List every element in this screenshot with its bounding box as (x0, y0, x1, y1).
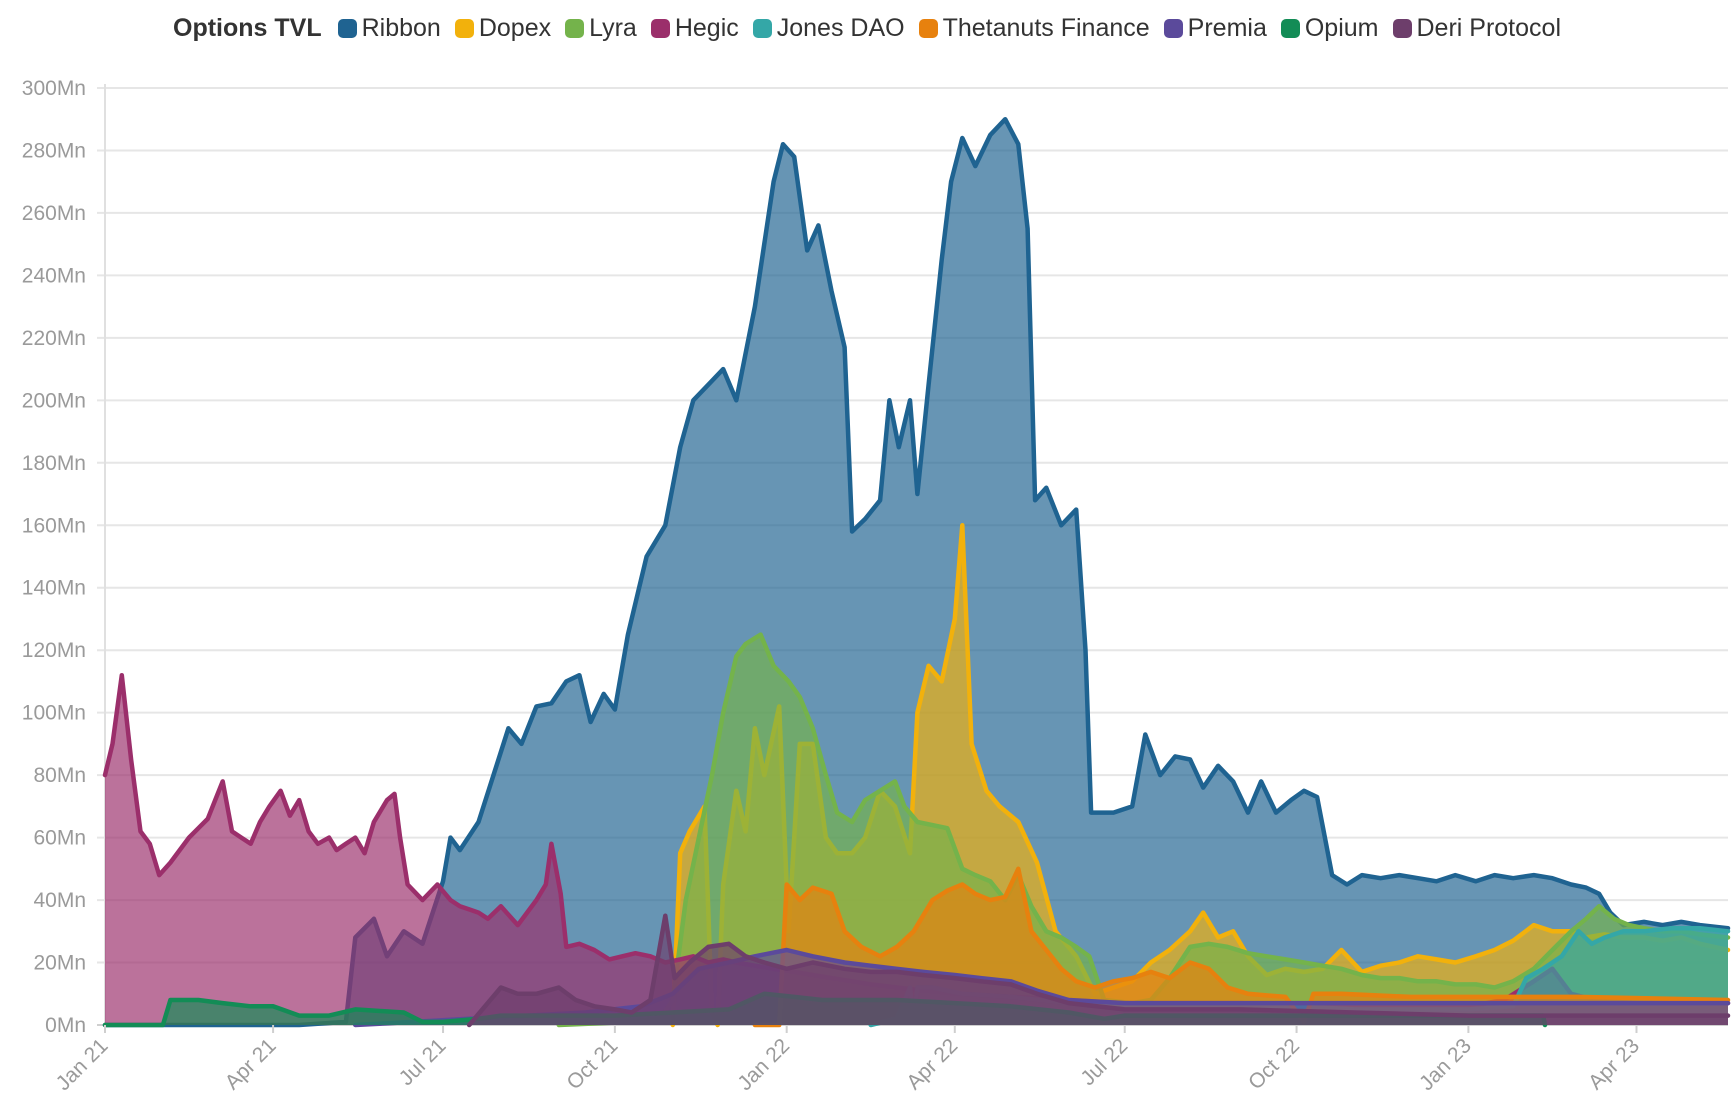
y-tick-label: 300Mn (22, 77, 86, 100)
y-tick-label: 160Mn (22, 514, 86, 537)
y-tick-label: 60Mn (33, 827, 86, 850)
series-area (105, 119, 1728, 1025)
x-tick-label: Apr 23 (1584, 1034, 1644, 1094)
legend-swatch (1163, 18, 1183, 38)
x-tick-label: Jul 21 (395, 1034, 451, 1090)
legend-item[interactable]: Dopex (454, 13, 552, 43)
y-tick-label: 200Mn (22, 389, 86, 412)
legend-swatch (918, 18, 938, 38)
legend-item[interactable]: Ribbon (337, 13, 441, 43)
series-area (558, 634, 1728, 1025)
y-tick-label: 80Mn (33, 764, 86, 787)
y-tick-label: 140Mn (22, 577, 86, 600)
series-area (105, 675, 1728, 1025)
x-tick-label: Apr 21 (221, 1034, 281, 1094)
legend-label: Ribbon (361, 13, 441, 42)
legend-label: Thetanuts Finance (942, 13, 1150, 42)
y-tick-label: 120Mn (22, 639, 86, 662)
y-tick-label: 180Mn (22, 452, 86, 475)
y-tick-label: 100Mn (22, 702, 86, 725)
x-tick-label: Oct 21 (562, 1034, 622, 1094)
legend-swatch (1392, 18, 1412, 38)
series-area (469, 915, 1729, 1025)
legend-label: Premia (1187, 13, 1267, 42)
x-tick-label: Jul 22 (1076, 1034, 1132, 1090)
legend-item[interactable]: Lyra (565, 14, 637, 43)
legend-swatch (337, 18, 357, 38)
series-line (102, 116, 1731, 1028)
y-tick-label: 280Mn (22, 139, 86, 162)
legend-swatch (565, 18, 585, 38)
y-tick-label: 40Mn (33, 889, 86, 912)
y-tick-label: 0Mn (45, 1014, 86, 1037)
legend-swatch (1280, 18, 1300, 38)
series-lyra (556, 632, 1731, 1028)
legend-label: Jones DAO (776, 13, 905, 42)
legend-items: Ribbon Dopex Lyra Hegic Jones DAO Thetanuts F… (337, 13, 1562, 43)
legend-item[interactable]: Opium (1280, 13, 1379, 43)
legend-title: Options TVL (173, 13, 322, 42)
y-tick-label: 220Mn (22, 327, 86, 350)
y-tick-label: 260Mn (22, 202, 86, 225)
legend-swatch (454, 18, 474, 38)
legend-label: Opium (1304, 13, 1379, 42)
legend-item[interactable]: Jones DAO (752, 13, 905, 43)
series-deri-protocol (466, 913, 1731, 1028)
x-tick-label: Apr 22 (902, 1034, 962, 1094)
y-tick-label: 20Mn (33, 952, 86, 975)
legend: Options TVL Ribbon Dopex Lyra Hegic Jones DA… (0, 8, 1734, 48)
legend-label: Hegic (674, 13, 739, 42)
legend-label: Lyra (589, 13, 637, 42)
legend-swatch (650, 18, 670, 38)
series-ribbon (102, 116, 1731, 1028)
legend-swatch (752, 18, 772, 38)
x-tick-label: Jan 23 (1415, 1034, 1476, 1095)
x-tick-label: Jan 21 (52, 1034, 113, 1095)
series-line (556, 632, 1731, 1028)
legend-item[interactable]: Thetanuts Finance (918, 13, 1150, 43)
legend-item[interactable]: Hegic (650, 13, 739, 43)
series-layer (102, 116, 1731, 1028)
series-line (353, 947, 1731, 1028)
series-line (466, 913, 1731, 1028)
x-tick-label: Jan 22 (733, 1034, 794, 1095)
legend-item[interactable]: Premia (1163, 13, 1267, 43)
legend-item[interactable]: Deri Protocol (1392, 13, 1562, 43)
x-tick-label: Oct 22 (1244, 1034, 1304, 1094)
legend-label: Dopex (478, 13, 552, 42)
y-tick-label: 240Mn (22, 264, 86, 287)
legend-label: Deri Protocol (1416, 13, 1562, 42)
